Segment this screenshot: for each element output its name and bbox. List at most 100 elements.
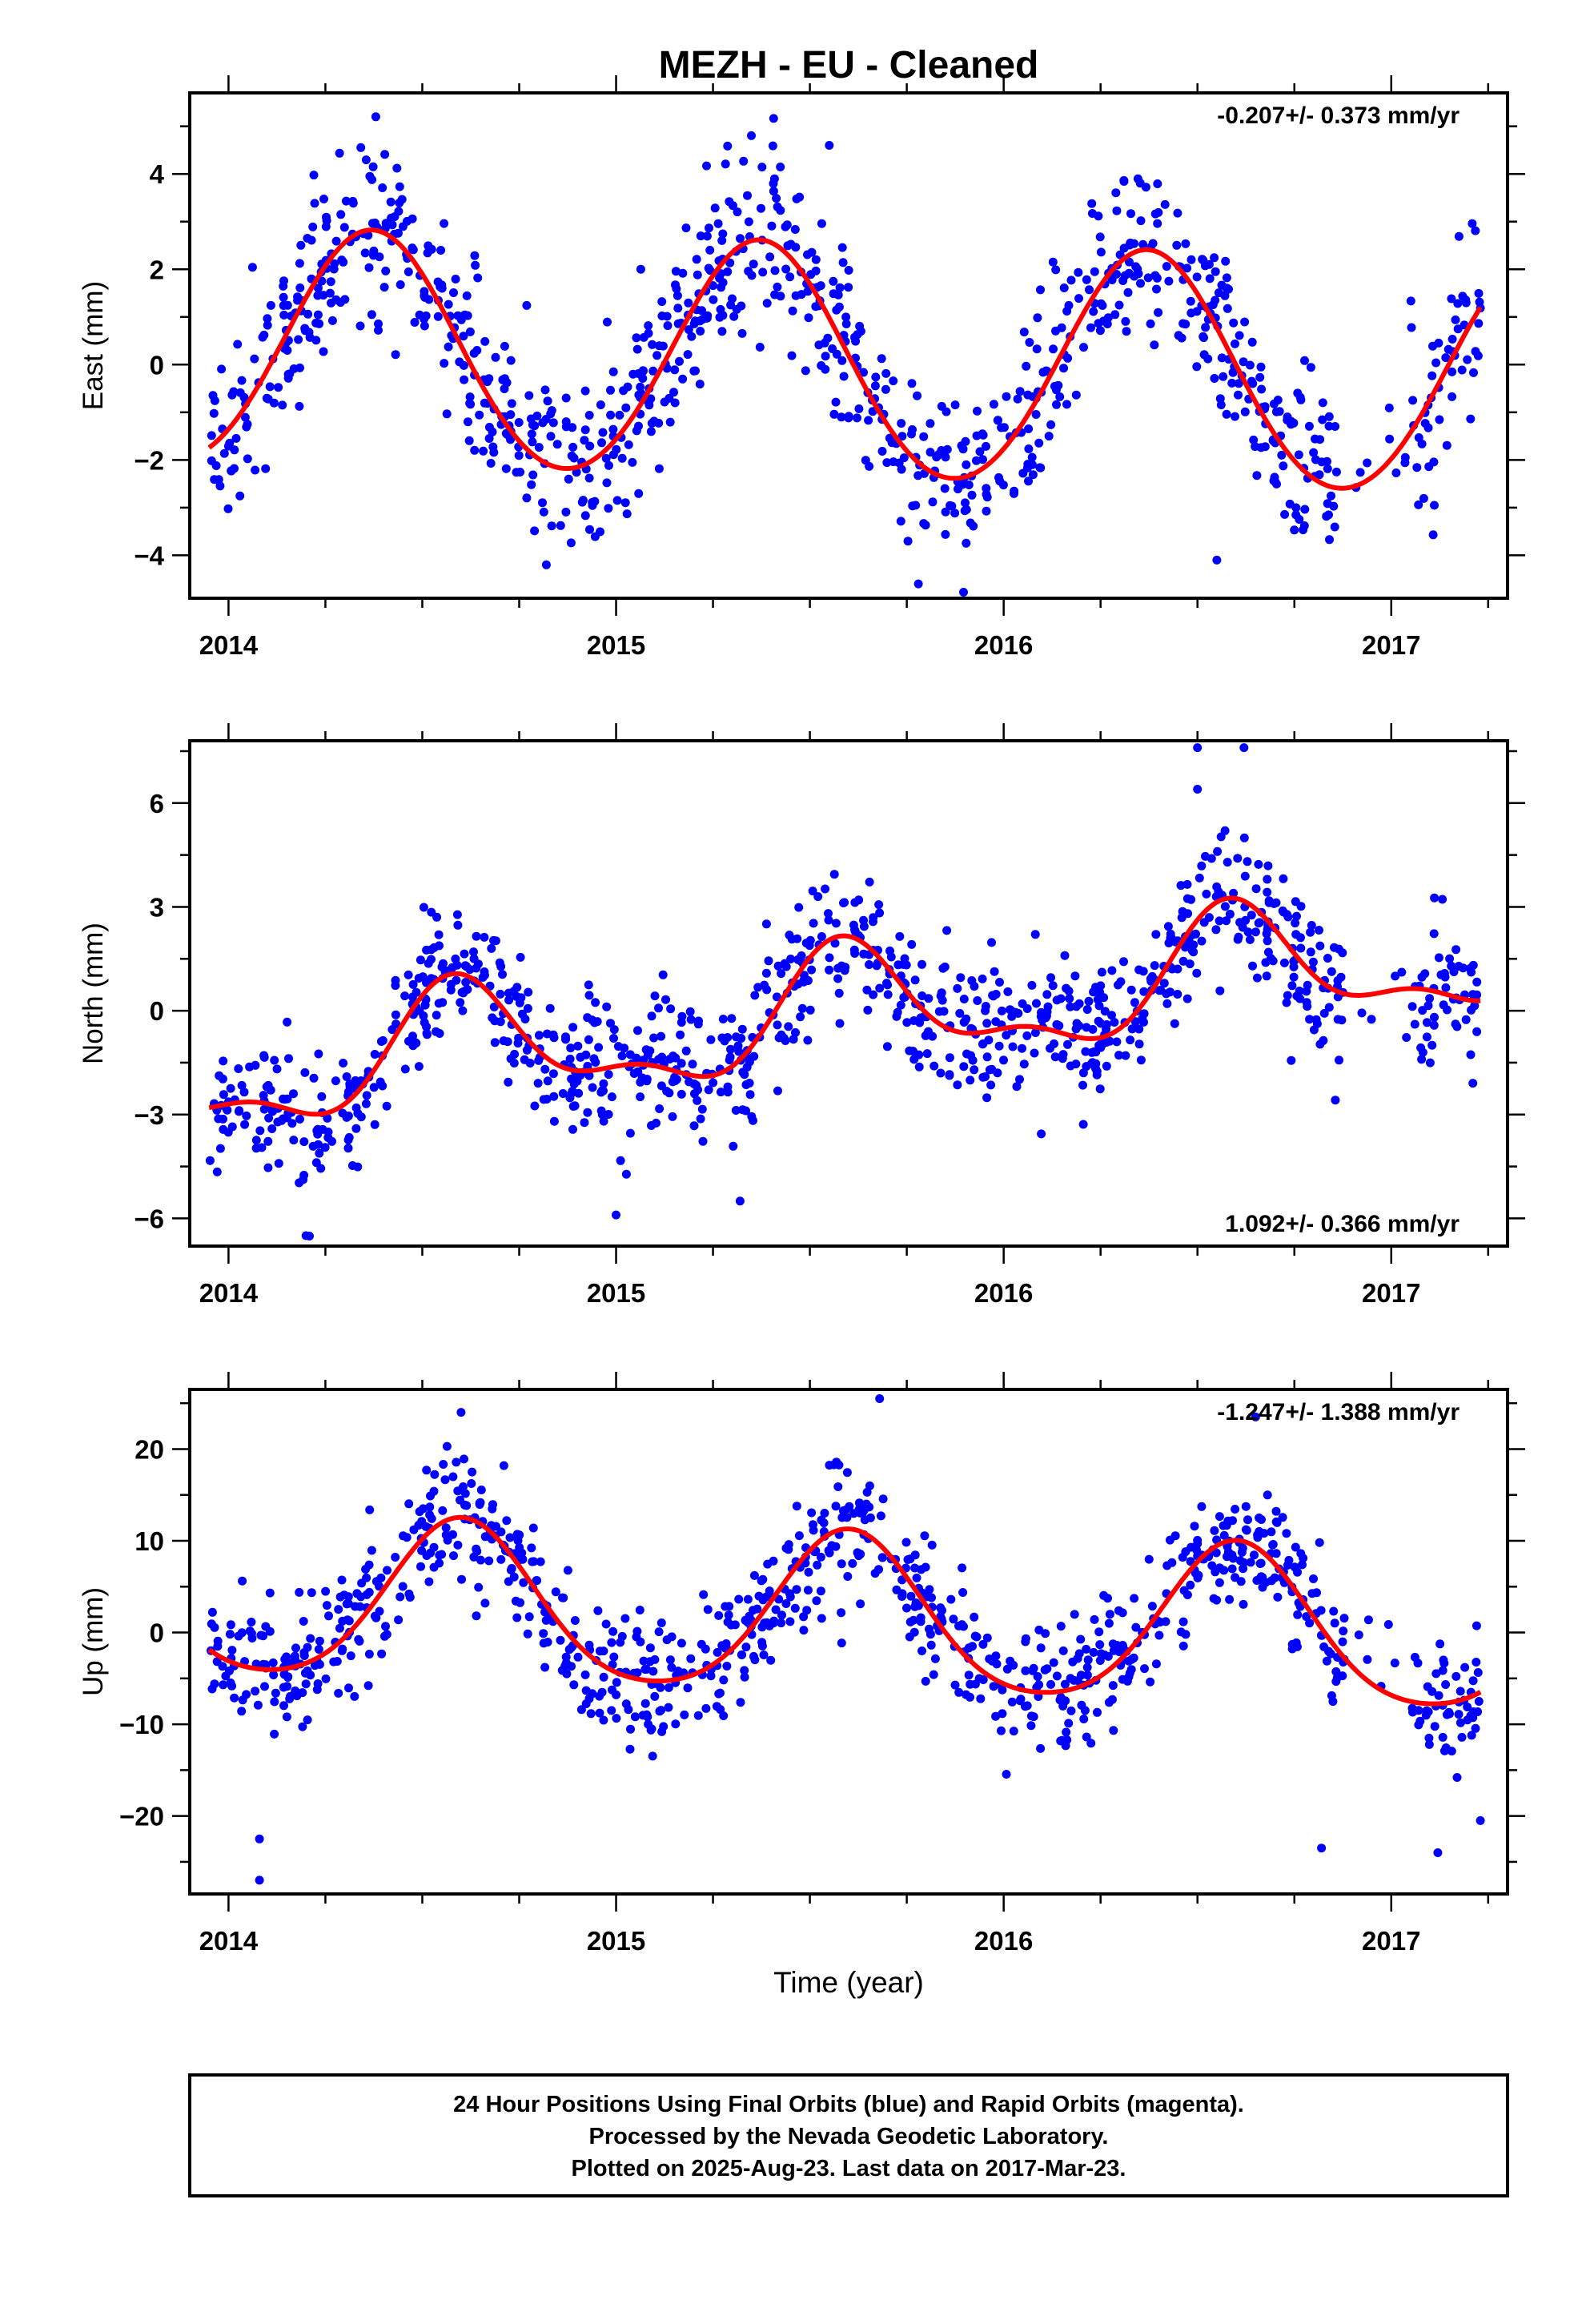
east-data-point: [608, 424, 618, 434]
north-data-point: [400, 1064, 410, 1074]
east-data-point: [743, 191, 752, 200]
up-data-point: [1046, 1679, 1055, 1689]
north-data-point: [784, 1022, 793, 1031]
north-data-point: [283, 1017, 292, 1027]
north-data-point: [839, 899, 848, 907]
east-data-point: [1294, 450, 1303, 460]
north-data-point: [1427, 1040, 1437, 1050]
up-data-point: [1363, 1615, 1373, 1625]
east-data-point: [1015, 387, 1025, 396]
east-data-point: [219, 448, 229, 458]
up-data-point: [877, 1553, 887, 1562]
east-data-point: [1441, 353, 1451, 363]
north-data-point: [235, 1106, 244, 1116]
north-data-point: [681, 1046, 691, 1055]
east-data-point: [776, 163, 785, 171]
up-data-point: [1104, 1698, 1114, 1707]
east-data-point: [913, 391, 921, 400]
east-data-point: [1424, 462, 1434, 472]
up-data-point: [219, 1680, 228, 1690]
up-data-point: [295, 1587, 304, 1597]
east-data-point: [410, 318, 420, 327]
up-data-point: [734, 1594, 744, 1604]
east-data-point: [744, 217, 753, 227]
east-data-point: [1431, 358, 1441, 368]
up-data-point: [502, 1516, 512, 1526]
up-data-point: [925, 1624, 934, 1634]
north-data-point: [981, 1002, 990, 1011]
up-data-point: [438, 1506, 448, 1515]
east-fit-curve: [207, 227, 1483, 491]
up-data-point: [561, 1652, 571, 1662]
north-data-point: [1238, 923, 1247, 932]
north-data-point: [1050, 1052, 1060, 1062]
north-data-point: [516, 952, 525, 962]
east-data-point: [484, 423, 494, 432]
east-data-point: [864, 416, 873, 425]
east-data-point: [530, 526, 540, 536]
north-y-tick-label: −3: [134, 1100, 164, 1130]
east-data-point: [785, 272, 795, 282]
east-data-point: [1133, 264, 1142, 274]
up-data-point: [790, 1603, 800, 1613]
up-data-point: [1186, 1580, 1195, 1590]
up-data-point: [1339, 1626, 1348, 1636]
up-data-point: [1052, 1671, 1062, 1681]
up-data-point: [1211, 1548, 1221, 1558]
north-data-point: [1243, 857, 1252, 866]
east-data-point: [1211, 267, 1220, 276]
north-data-point: [1146, 976, 1156, 986]
east-data-point: [654, 418, 664, 428]
up-data-point: [480, 1532, 490, 1542]
north-data-point: [472, 963, 481, 973]
north-data-point: [676, 1030, 685, 1039]
east-data-point: [833, 290, 843, 300]
north-data-point: [1065, 994, 1074, 1003]
north-data-point: [400, 991, 410, 1001]
up-data-point: [749, 1606, 757, 1615]
east-data-point: [1407, 323, 1416, 332]
north-data-point: [584, 1035, 593, 1044]
east-data-point: [1466, 414, 1476, 424]
up-data-point: [721, 1602, 730, 1611]
up-data-point: [1237, 1547, 1247, 1557]
up-data-point: [1146, 1677, 1155, 1687]
east-data-point: [326, 277, 335, 287]
east-data-point: [1181, 239, 1191, 248]
east-data-point: [263, 394, 273, 404]
up-data-point: [1140, 1664, 1149, 1674]
up-data-point: [456, 1408, 466, 1417]
north-rate-annotation: 1.092+/- 0.366 mm/yr: [1225, 1211, 1460, 1237]
east-data-point: [568, 442, 578, 452]
up-data-point: [1413, 1659, 1423, 1668]
up-data-point: [213, 1642, 223, 1651]
east-data-point: [669, 388, 678, 397]
up-data-point: [1095, 1656, 1105, 1665]
north-data-point: [1418, 1047, 1427, 1057]
north-data-point: [786, 955, 796, 963]
east-data-point: [788, 306, 797, 316]
east-data-point: [790, 225, 800, 234]
east-data-point: [747, 271, 757, 280]
east-data-point: [919, 432, 929, 441]
north-data-point: [1048, 981, 1058, 991]
north-data-point: [1199, 918, 1209, 927]
north-data-point: [215, 1144, 225, 1153]
up-rate-annotation: -1.247+/- 1.388 mm/yr: [1217, 1399, 1460, 1425]
up-data-point: [437, 1550, 447, 1559]
east-data-point: [1071, 390, 1081, 400]
north-data-point: [1022, 1031, 1032, 1040]
up-data-point: [541, 1615, 551, 1625]
east-data-point: [433, 277, 443, 287]
east-data-point: [1227, 378, 1237, 388]
east-data-point: [689, 319, 699, 328]
up-data-point: [638, 1711, 648, 1720]
up-data-point: [238, 1576, 247, 1586]
north-data-point: [874, 900, 884, 910]
up-data-point: [226, 1620, 235, 1630]
north-data-point: [1193, 743, 1203, 753]
north-data-point: [1107, 1011, 1116, 1020]
up-data-point: [736, 1698, 745, 1707]
east-data-point: [1330, 522, 1339, 532]
east-data-point: [975, 447, 985, 456]
